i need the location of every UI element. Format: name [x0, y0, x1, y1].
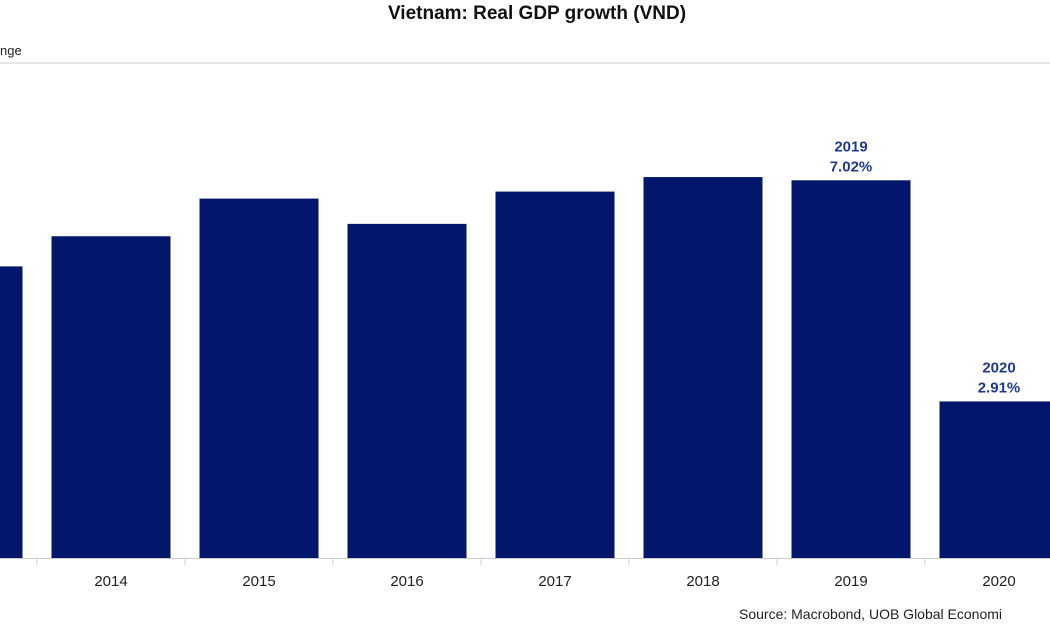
- bar-2017: [495, 191, 615, 558]
- annotations-group: 2019 7.02% 2020 2.91%: [830, 138, 1021, 396]
- x-axis-ticks: 2014 2015 2016 2017 2018 2019 2020: [36, 558, 1016, 590]
- bar-2014: [51, 236, 171, 558]
- source-note: Source: Macrobond, UOB Global Economi: [739, 606, 1002, 622]
- bar-2016: [347, 223, 467, 558]
- bars-group: [0, 177, 1050, 559]
- bar-2019: [791, 180, 911, 559]
- bar-2020: [939, 401, 1050, 558]
- bar-2015: [199, 198, 319, 558]
- data-label-2020-value: 2.91%: [978, 379, 1021, 396]
- x-tick-label-2020: 2020: [982, 573, 1015, 590]
- y-axis-unit-label: nge: [0, 43, 22, 58]
- data-label-2020-year: 2020: [982, 359, 1015, 376]
- chart-title: Vietnam: Real GDP growth (VND): [388, 3, 686, 24]
- x-tick-label-2015: 2015: [242, 573, 275, 590]
- x-tick-label-2016: 2016: [390, 573, 423, 590]
- x-tick-label-2018: 2018: [686, 573, 719, 590]
- data-label-2019-year: 2019: [834, 138, 867, 155]
- x-tick-label-2019: 2019: [834, 573, 867, 590]
- bar-2013: [0, 266, 23, 558]
- bar-2018: [643, 177, 763, 558]
- x-tick-label-2014: 2014: [94, 573, 127, 590]
- x-tick-label-2017: 2017: [538, 573, 571, 590]
- data-label-2019-value: 7.02%: [830, 158, 873, 175]
